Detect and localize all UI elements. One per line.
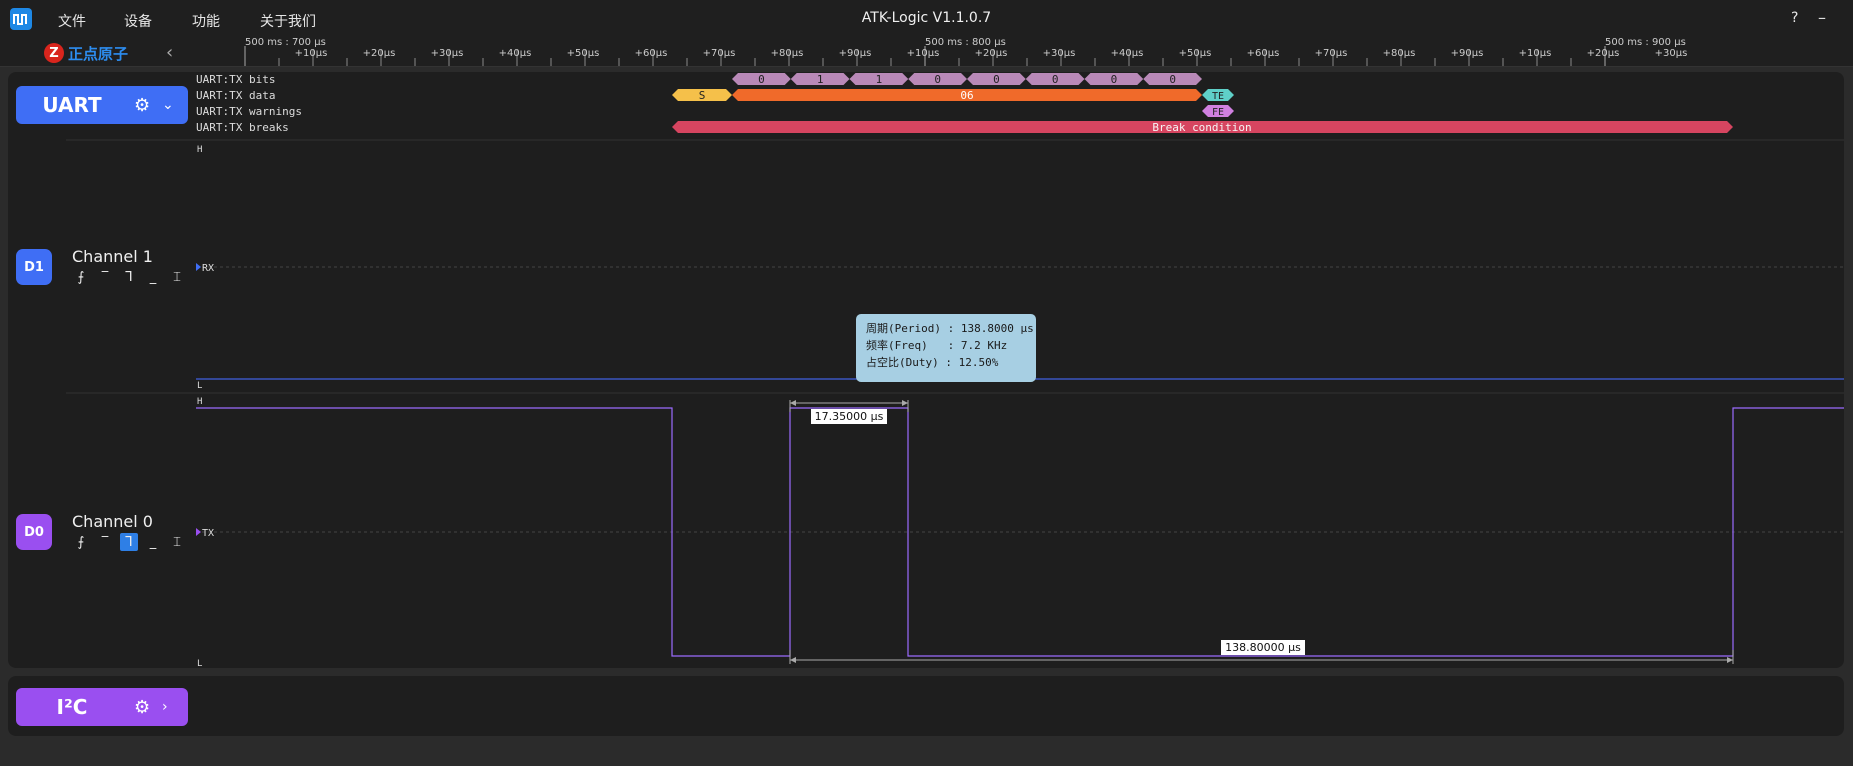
channel-0-trigger-options: ⨍ ‾ Ꞁ _ ⌶ bbox=[72, 533, 186, 551]
decoder-start-bit-label: S bbox=[699, 89, 706, 102]
menu-function[interactable]: 功能 bbox=[192, 14, 220, 30]
decoder-break-mark[interactable] bbox=[672, 121, 1733, 133]
brand-mark-icon: Z bbox=[44, 43, 64, 63]
rising-edge-icon[interactable]: ⨍ bbox=[77, 269, 85, 285]
brand-logo-text: 正点原子 bbox=[68, 44, 129, 63]
tooltip-frequency: 频率(Freq) : 7.2 KHz bbox=[866, 339, 1008, 352]
channel-0-low-level-label: L bbox=[197, 659, 202, 669]
any-edge-icon[interactable]: ⌶ bbox=[173, 534, 181, 550]
decoder-stop-error-label: TE bbox=[1212, 91, 1224, 102]
app-logo-icon bbox=[10, 8, 32, 30]
measurement-tooltip: 周期(Period) : 138.8000 µs 频率(Freq) : 7.2 K… bbox=[856, 314, 1036, 382]
decoder-bit-value: 0 bbox=[1169, 73, 1176, 86]
decoder-stop-error-mark[interactable] bbox=[1202, 89, 1234, 101]
decoder-bit-mark[interactable] bbox=[732, 73, 791, 85]
channel-0-badge[interactable]: D0 bbox=[16, 514, 52, 550]
decoder-bit-mark[interactable] bbox=[1084, 73, 1144, 85]
uart-protocol-label: UART bbox=[42, 93, 102, 117]
tooltip-duty: 占空比(Duty) : 12.50% bbox=[866, 356, 999, 369]
decoder-bit-value: 0 bbox=[934, 73, 941, 86]
channel-1-trigger-options: ⨍ ‾ Ꞁ _ ⌶ bbox=[72, 268, 186, 286]
chevron-right-icon[interactable]: › bbox=[162, 699, 168, 715]
decoder-warning-mark[interactable] bbox=[1202, 105, 1234, 117]
brand-logo: Z 正点原子 bbox=[44, 42, 144, 64]
decoder-warning-label: FE bbox=[1212, 107, 1224, 118]
period-measure: 138.80000 µs bbox=[789, 640, 1734, 664]
pulse-width-value: 17.35000 µs bbox=[815, 410, 884, 423]
decoder-bit-mark[interactable] bbox=[967, 73, 1026, 85]
decoder-row-label: UART:TX warnings bbox=[196, 105, 302, 118]
decoder-bit-value: 1 bbox=[817, 73, 824, 86]
channel-1-marker-icon bbox=[196, 263, 201, 271]
channel-1-badge[interactable]: D1 bbox=[16, 249, 52, 285]
any-edge-icon[interactable]: ⌶ bbox=[173, 269, 181, 285]
menu-about[interactable]: 关于我们 bbox=[260, 14, 316, 30]
minimize-icon[interactable]: – bbox=[1818, 8, 1826, 27]
channel-0-marker-icon bbox=[196, 528, 201, 536]
decoder-row-label: UART:TX breaks bbox=[196, 121, 289, 134]
channel-0-waveform[interactable] bbox=[196, 407, 1844, 657]
decoder-bit-mark[interactable] bbox=[849, 73, 909, 85]
decoder-start-bit-mark[interactable] bbox=[672, 89, 732, 101]
decoder-bit-mark[interactable] bbox=[1025, 73, 1085, 85]
uart-protocol-button[interactable]: UART ⚙ ⌄ bbox=[16, 86, 188, 124]
channel-0-signal-name: TX bbox=[202, 528, 214, 539]
menu-device[interactable]: 设备 bbox=[124, 14, 152, 30]
i2c-protocol-button[interactable]: I²C ⚙ › bbox=[16, 688, 188, 726]
chevron-down-icon[interactable]: ⌄ bbox=[162, 97, 174, 113]
high-level-icon[interactable]: ‾ bbox=[101, 269, 109, 285]
low-level-icon[interactable]: _ bbox=[149, 269, 157, 285]
channel-1-name: Channel 1 bbox=[72, 247, 153, 266]
pulse-width-measure: 17.35000 µs bbox=[789, 400, 909, 424]
menu-file[interactable]: 文件 bbox=[58, 14, 86, 30]
decoder-bit-mark[interactable] bbox=[790, 73, 850, 85]
falling-edge-icon[interactable]: Ꞁ bbox=[120, 533, 138, 551]
channel-1-low-level-label: L bbox=[197, 381, 202, 391]
high-level-icon[interactable]: ‾ bbox=[101, 534, 109, 550]
channel-0-name: Channel 0 bbox=[72, 512, 153, 531]
low-level-icon[interactable]: _ bbox=[149, 534, 157, 550]
gear-icon[interactable]: ⚙ bbox=[134, 94, 151, 116]
i2c-protocol-label: I²C bbox=[56, 695, 88, 719]
decoder-bit-value: 1 bbox=[876, 73, 883, 86]
tooltip-period: 周期(Period) : 138.8000 µs bbox=[866, 322, 1034, 335]
decoder-bit-value: 0 bbox=[993, 73, 1000, 86]
decoder-data-mark[interactable] bbox=[732, 89, 1202, 101]
decoder-row-label: UART:TX bits bbox=[196, 73, 275, 86]
period-value: 138.80000 µs bbox=[1225, 641, 1301, 654]
decoder-bit-mark[interactable] bbox=[1143, 73, 1202, 85]
gear-icon[interactable]: ⚙ bbox=[134, 696, 151, 718]
falling-edge-icon[interactable]: Ꞁ bbox=[125, 269, 133, 285]
decoder-row-label: UART:TX data bbox=[196, 89, 275, 102]
decoder-bit-value: 0 bbox=[1052, 73, 1059, 86]
decoder-bit-mark[interactable] bbox=[908, 73, 967, 85]
channel-1-signal-name: RX bbox=[202, 263, 214, 274]
rising-edge-icon[interactable]: ⨍ bbox=[77, 534, 85, 550]
decoder-bit-value: 0 bbox=[1111, 73, 1118, 86]
channel-1-high-level-label: H bbox=[197, 145, 202, 155]
time-ruler-bar bbox=[0, 38, 1853, 67]
i2c-protocol-panel bbox=[8, 676, 1844, 736]
decoder-data-value: 06 bbox=[960, 89, 973, 102]
collapse-sidebar-icon[interactable]: ‹ bbox=[166, 42, 174, 63]
decoder-bit-value: 0 bbox=[758, 73, 765, 86]
channel-0-high-level-label: H bbox=[197, 397, 202, 407]
decoder-break-label: Break condition bbox=[1152, 121, 1251, 134]
help-button[interactable]: ? bbox=[1791, 10, 1799, 26]
